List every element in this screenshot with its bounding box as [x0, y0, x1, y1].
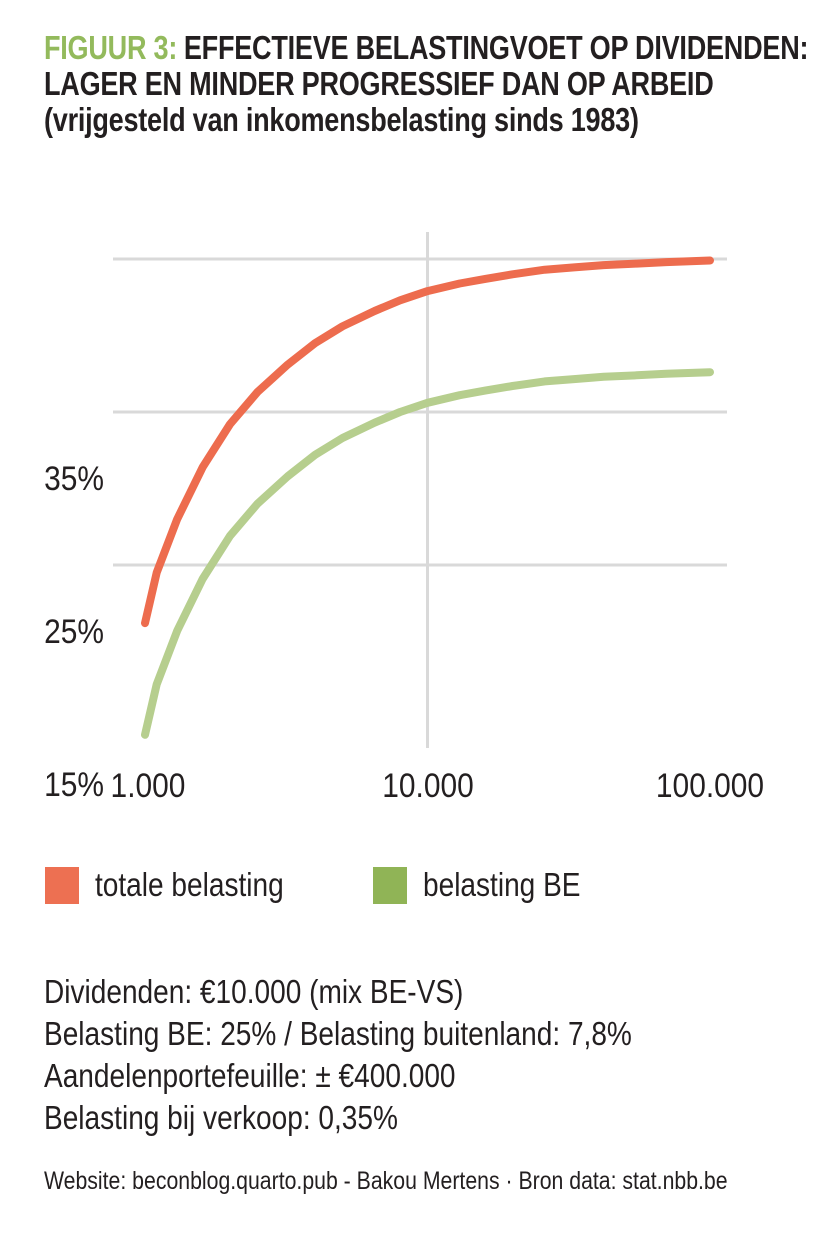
y-tick-15: 15%	[44, 766, 104, 804]
series-line-totale-belasting	[141, 256, 714, 628]
note-dividenden: Dividenden: €10.000 (mix BE-VS)	[44, 973, 464, 1010]
note-aandelenportefeuille: Aandelenportefeuille: ± €400.000	[44, 1057, 456, 1094]
legend-label-belasting-be: belasting BE	[423, 866, 581, 903]
y-tick-35: 35%	[44, 460, 104, 498]
title-line-1-text: EFFECTIEVE BELASTINGVOET OP DIVIDENDEN:	[183, 29, 809, 66]
figure-title: FIGUUR 3: EFFECTIEVE BELASTINGVOET OP DIV…	[44, 30, 840, 138]
series-line-belasting-be	[141, 368, 714, 739]
x-tick-1000: 1.000	[110, 767, 186, 805]
figure-notes: Dividenden: €10.000 (mix BE-VS) Belastin…	[44, 971, 736, 1139]
note-belasting-be: Belasting BE: 25% / Belasting buitenland…	[44, 1015, 632, 1052]
title-subtitle: (vrijgesteld van inkomensbelasting sinds…	[44, 101, 639, 138]
legend-swatch-belasting-be	[373, 866, 407, 904]
line-chart: 35% 25% 15% 1.000 10.000 100.000	[0, 220, 840, 820]
legend-swatch-totale-belasting	[45, 866, 79, 904]
note-belasting-verkoop: Belasting bij verkoop: 0,35%	[44, 1099, 398, 1136]
title-line-1: FIGUUR 3: EFFECTIEVE BELASTINGVOET OP DIV…	[44, 30, 808, 66]
legend-item-totale-belasting: totale belasting	[45, 866, 317, 904]
chart-canvas	[113, 232, 727, 748]
legend-item-belasting-be: belasting BE	[373, 866, 608, 904]
x-tick-100000: 100.000	[655, 767, 765, 805]
y-tick-25: 25%	[44, 613, 104, 651]
title-line-2: LAGER EN MINDER PROGRESSIEF DAN OP ARBEI…	[44, 65, 714, 102]
figure-number-label: FIGUUR 3:	[44, 29, 178, 66]
figure-footer: Website: beconblog.quarto.pub - Bakou Me…	[44, 1167, 728, 1195]
legend-label-totale-belasting: totale belasting	[95, 866, 284, 903]
x-tick-10000: 10.000	[382, 767, 474, 805]
